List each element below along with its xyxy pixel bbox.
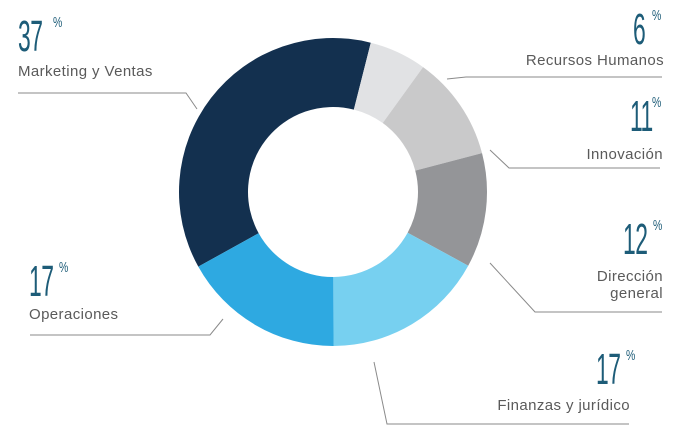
percent-symbol: % [652,94,662,111]
pct-value: 17 [29,257,54,306]
pct-marketing: 37% [18,15,65,59]
slice-rrhh [353,42,424,124]
pct-value: 6 [633,5,646,54]
label-direccion: Dirección general [597,268,663,302]
percent-symbol: % [59,259,69,276]
pct-rrhh: 6% [633,5,661,54]
pct-value: 17 [596,345,621,394]
leader-line-direccion [489,262,662,313]
leader-line-operaciones [30,318,224,336]
slice-innovacion [382,67,483,171]
label-direccion-line1: Dirección [596,268,663,285]
pct-operaciones: 17% [29,260,76,304]
pct-value: 12 [623,215,648,264]
pct-direccion: 12% [623,218,670,262]
percent-symbol: % [653,217,663,234]
percent-symbol: % [652,7,662,24]
pct-value: 11 [630,92,653,141]
pct-innovacion: 11% [630,95,674,139]
leader-line-innovacion [489,149,660,169]
pct-finanzas: 17% [596,348,643,392]
slice-direccion [407,153,487,266]
label-operaciones: Operaciones [29,306,119,323]
label-marketing: Marketing y Ventas [18,63,153,80]
label-finanzas: Finanzas y jurídico [497,397,630,414]
leader-lines [18,76,662,425]
percent-symbol: % [626,347,636,364]
leader-line-marketing [18,92,198,110]
slice-operaciones [198,233,334,346]
label-innovacion: Innovación [586,146,663,163]
slice-marketing [178,37,371,267]
pct-value: 37 [18,12,43,61]
donut-slices [178,37,487,346]
percent-symbol: % [53,14,63,31]
label-direccion-line2: general [610,285,663,302]
leader-line-finanzas [373,361,629,425]
slice-finanzas [333,232,469,346]
leader-line-rrhh [446,76,662,80]
label-rrhh: Recursos Humanos [525,52,664,69]
